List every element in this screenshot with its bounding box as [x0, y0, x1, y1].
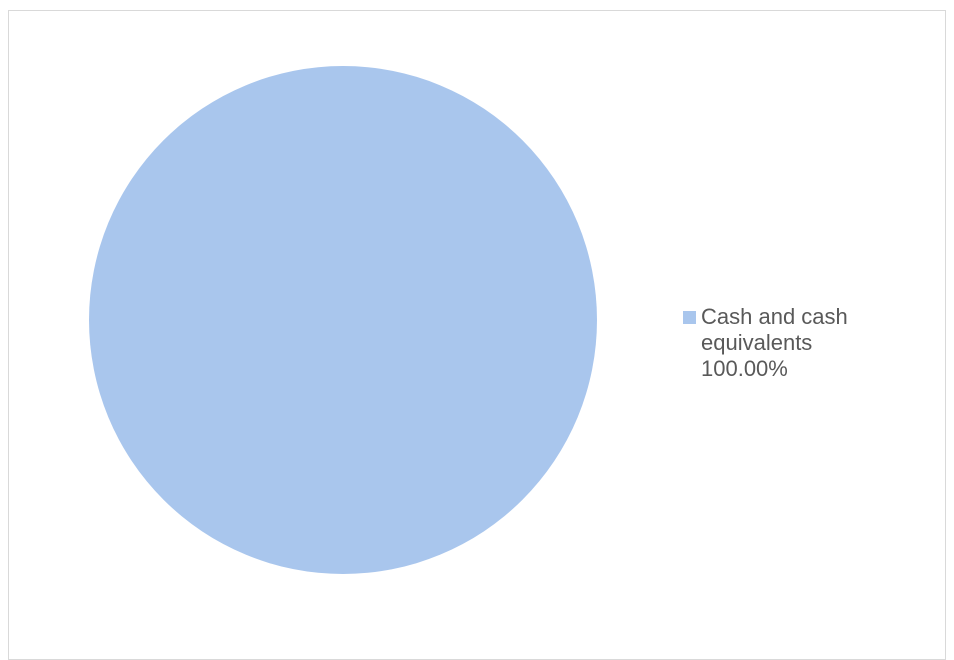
- legend-label: Cash and cash equivalents 100.00%: [701, 304, 913, 382]
- legend: Cash and cash equivalents 100.00%: [683, 304, 913, 382]
- legend-item-cash: Cash and cash equivalents 100.00%: [683, 304, 913, 382]
- legend-label-line-1: Cash and cash: [701, 304, 848, 329]
- legend-swatch: [683, 311, 696, 324]
- legend-label-line-2: equivalents: [701, 330, 813, 355]
- pie-slices: [89, 66, 597, 574]
- pie-slice-0: [89, 66, 597, 574]
- legend-label-line-3: 100.00%: [701, 356, 788, 381]
